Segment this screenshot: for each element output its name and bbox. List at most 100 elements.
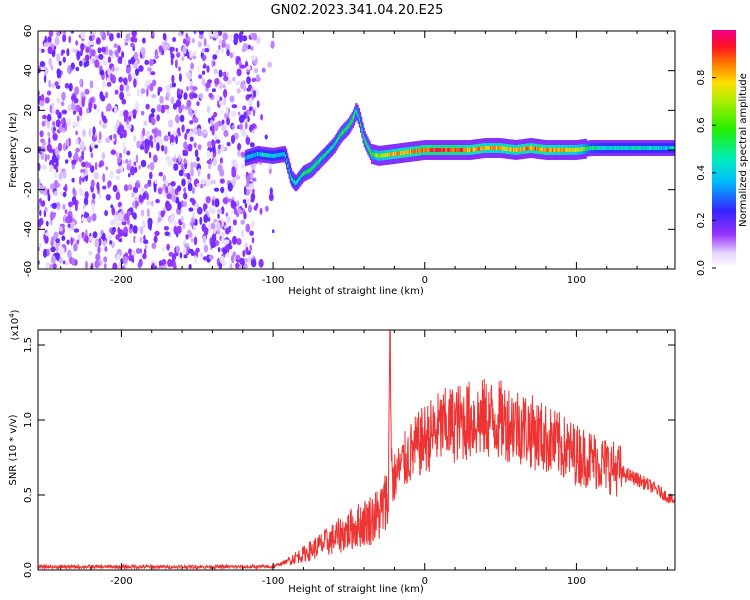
- noise-blob: [192, 93, 198, 99]
- noise-blob: [44, 97, 50, 104]
- noise-blob: [197, 144, 202, 151]
- noise-blob: [216, 208, 222, 214]
- ridge-core: [256, 152, 260, 156]
- noise-blob: [101, 232, 106, 242]
- noise-blob: [144, 244, 148, 249]
- noise-blob: [124, 113, 127, 123]
- noise-blob: [177, 32, 182, 37]
- noise-blob: [217, 31, 223, 36]
- noise-blob: [243, 186, 247, 196]
- noise-blob: [55, 157, 59, 165]
- noise-blob: [163, 135, 169, 142]
- noise-blob: [84, 88, 90, 95]
- noise-blob: [90, 141, 95, 148]
- y-tick-label: 0.0: [23, 562, 34, 578]
- noise-blob: [248, 183, 255, 191]
- noise-blob: [189, 136, 194, 142]
- ridge-core: [364, 139, 368, 144]
- noise-blob: [172, 37, 177, 42]
- noise-blob: [158, 265, 164, 269]
- ridge-core: [350, 120, 353, 124]
- noise-blob: [208, 254, 214, 260]
- noise-blob: [198, 74, 203, 79]
- noise-blob: [205, 196, 211, 204]
- ridge-core: [413, 149, 416, 154]
- noise-blob: [190, 237, 194, 243]
- noise-blob: [192, 86, 198, 91]
- noise-blob: [116, 168, 121, 174]
- noise-blob: [79, 189, 85, 197]
- ridge-core: [472, 147, 476, 152]
- noise-blob: [144, 59, 149, 66]
- noise-blob: [221, 72, 226, 77]
- noise-blob: [183, 254, 188, 259]
- snr-scale-exponent: 4: [8, 313, 16, 318]
- noise-blob: [219, 157, 223, 164]
- noise-blob: [126, 123, 132, 130]
- noise-blob: [232, 235, 237, 245]
- noise-blob: [152, 154, 158, 163]
- noise-blob: [177, 89, 182, 95]
- noise-blob: [106, 103, 112, 112]
- noise-blob: [118, 229, 124, 237]
- noise-blob: [150, 117, 156, 126]
- noise-blob: [70, 95, 77, 101]
- noise-blob: [212, 144, 216, 154]
- noise-blob: [245, 136, 251, 145]
- noise-blob: [201, 78, 206, 87]
- noise-blob: [43, 248, 47, 258]
- noise-blob: [166, 193, 172, 200]
- noise-blob: [229, 263, 233, 269]
- ridge-core: [332, 144, 335, 149]
- noise-blob: [116, 222, 121, 227]
- noise-blob: [236, 238, 242, 246]
- chart-title: GN02.2023.341.04.20.E25: [271, 3, 444, 18]
- noise-blob: [123, 58, 127, 67]
- noise-blob: [102, 61, 109, 66]
- noise-blob: [183, 38, 186, 45]
- noise-blob: [130, 56, 135, 65]
- noise-blob: [135, 68, 139, 76]
- noise-blob: [180, 163, 184, 170]
- ridge-core: [596, 146, 599, 150]
- noise-blob: [194, 218, 198, 226]
- noise-blob: [248, 256, 251, 265]
- noise-blob: [181, 104, 185, 110]
- noise-blob: [70, 237, 73, 246]
- noise-blob: [208, 31, 212, 38]
- noise-blob: [45, 220, 49, 227]
- ridge-core: [324, 152, 328, 157]
- noise-blob: [73, 243, 78, 252]
- noise-blob: [132, 225, 138, 234]
- ridge-core: [414, 149, 417, 154]
- noise-blob: [163, 104, 170, 110]
- noise-blob: [245, 246, 249, 254]
- noise-blob: [148, 58, 154, 67]
- noise-blob: [197, 206, 203, 215]
- noise-blob: [111, 206, 115, 216]
- noise-blob: [242, 105, 247, 111]
- noise-blob: [142, 127, 146, 137]
- noise-blob: [213, 68, 218, 75]
- noise-blob: [268, 164, 272, 170]
- ridge-core: [339, 133, 342, 138]
- noise-blob: [102, 173, 106, 183]
- noise-blob: [88, 235, 94, 242]
- noise-blob: [104, 210, 108, 217]
- noise-blob: [85, 235, 89, 244]
- noise-blob: [192, 161, 198, 168]
- noise-blob: [207, 173, 211, 180]
- noise-blob: [236, 254, 241, 261]
- noise-blob: [149, 222, 152, 231]
- noise-blob: [177, 127, 181, 135]
- noise-blob: [149, 171, 153, 180]
- noise-blob: [68, 150, 72, 158]
- noise-blob: [225, 215, 232, 224]
- noise-blob: [106, 81, 112, 87]
- noise-blob: [179, 114, 185, 123]
- noise-blob: [235, 56, 238, 66]
- noise-blob: [187, 143, 193, 152]
- noise-blob: [39, 61, 46, 67]
- ridge-core: [441, 148, 444, 152]
